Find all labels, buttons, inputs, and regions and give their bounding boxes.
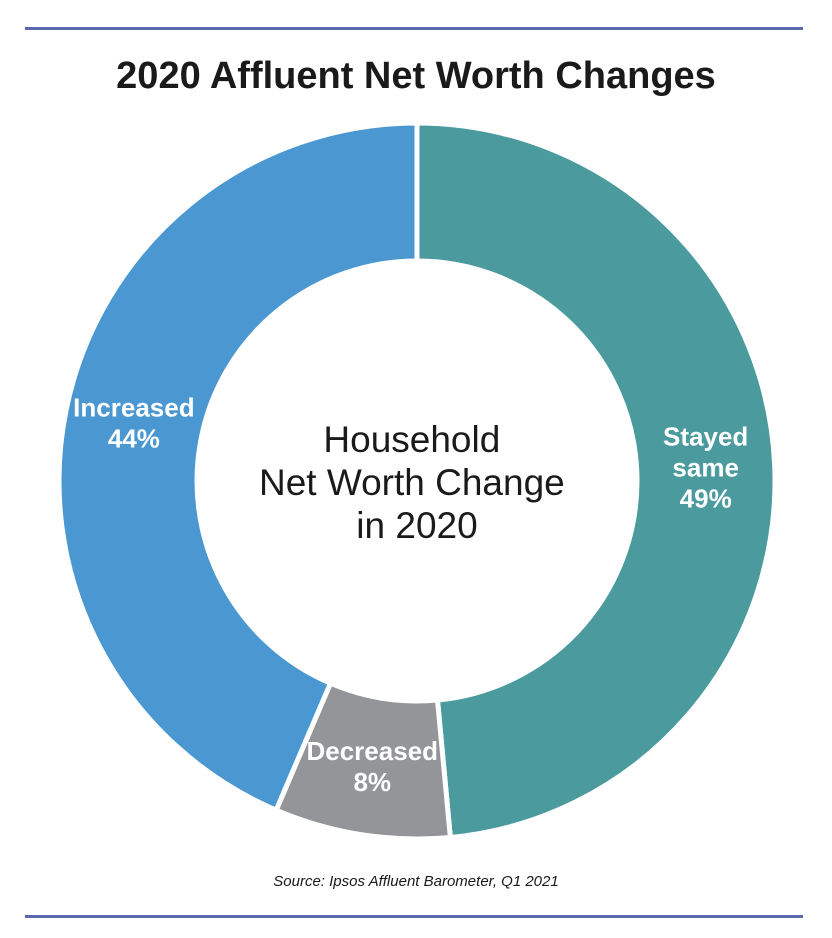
center-text-line-2: Net Worth Change (259, 462, 565, 503)
slice-category-label: Stayed (663, 422, 748, 452)
slice-labels-group: Stayed same 49% Decreased 8% Increased 44% (73, 392, 748, 797)
chart-title: 2020 Affluent Net Worth Changes (116, 55, 716, 97)
slice-category-label: same (672, 453, 739, 483)
slice-label: Increased 44% (73, 392, 194, 453)
slice-category-label: Decreased (306, 736, 438, 766)
slice-value-label: 49% (680, 484, 732, 514)
slice-label: Decreased 8% (306, 736, 438, 797)
slice-category-label: Increased (73, 392, 194, 422)
slice-value-label: 8% (353, 767, 391, 797)
slice-stayed-same (414, 120, 778, 841)
slices-group (56, 120, 778, 842)
top-rule (25, 27, 803, 30)
source-note: Source: Ipsos Affluent Barometer, Q1 202… (273, 873, 559, 890)
center-text: Household Net Worth Change in 2020 (259, 419, 575, 546)
slice-increased (56, 120, 420, 814)
slice-label: Stayed same 49% (663, 422, 748, 514)
slice-value-label: 44% (108, 423, 160, 453)
bottom-rule (25, 915, 803, 918)
center-text-line-3: in 2020 (356, 505, 477, 546)
center-text-line-1: Household (323, 419, 500, 460)
